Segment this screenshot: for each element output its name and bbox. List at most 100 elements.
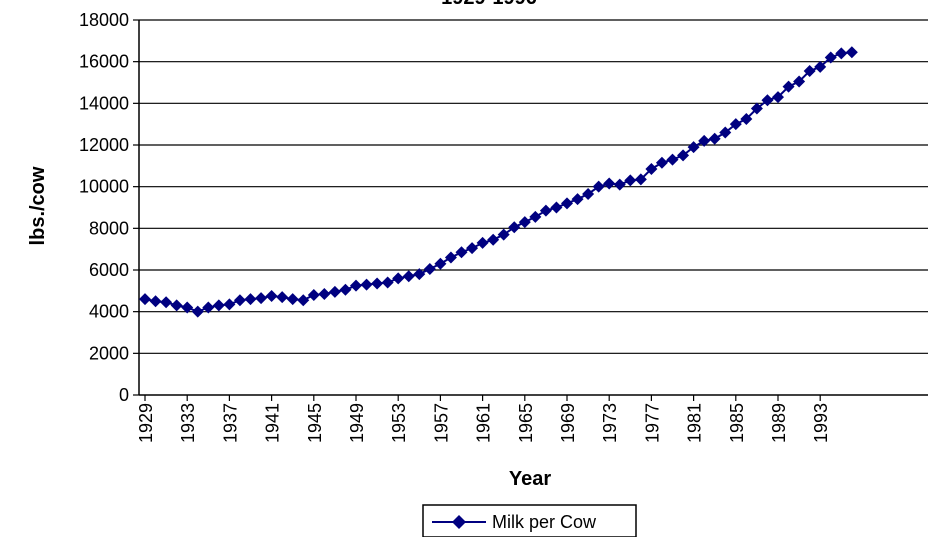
data-point-1977 [645, 162, 658, 175]
data-point-1986 [740, 112, 753, 125]
data-point-1949 [350, 279, 362, 292]
data-point-1970 [571, 193, 584, 206]
data-point-1996 [845, 46, 858, 59]
data-point-1994 [824, 51, 837, 64]
data-point-1941 [265, 290, 278, 303]
x-axis-title: Year [509, 468, 551, 490]
data-point-1937 [223, 298, 236, 311]
data-point-1967 [539, 204, 552, 217]
data-point-1991 [793, 75, 806, 88]
y-tick-label: 2000 [89, 343, 129, 363]
y-tick-label: 18000 [79, 10, 129, 30]
data-point-1929 [139, 293, 151, 306]
x-tick-label: 1945 [305, 403, 325, 443]
x-tick-label: 1977 [642, 403, 662, 443]
y-tick-label: 14000 [79, 93, 129, 113]
x-tick-label: 1933 [178, 403, 198, 443]
data-point-1975 [624, 174, 637, 187]
data-point-1974 [613, 178, 626, 191]
data-point-1959 [455, 246, 468, 259]
data-point-1963 [497, 228, 510, 241]
data-point-1933 [181, 301, 194, 314]
data-point-1993 [814, 60, 827, 73]
x-tick-label: 1973 [600, 403, 620, 443]
data-point-1961 [476, 236, 489, 249]
data-point-1982 [698, 134, 711, 147]
series-milk-per-cow [139, 46, 858, 318]
y-tick-label: 10000 [79, 177, 129, 197]
data-point-1945 [307, 289, 320, 301]
data-point-1952 [381, 276, 394, 289]
data-point-1947 [328, 285, 341, 298]
y-tick-label: 6000 [89, 260, 129, 280]
data-point-1930 [149, 295, 162, 308]
data-point-1971 [582, 187, 595, 200]
y-tick-label: 4000 [89, 302, 129, 322]
data-point-1984 [719, 126, 732, 139]
data-point-1942 [276, 291, 289, 304]
x-tick-label: 1969 [558, 403, 578, 443]
data-point-1968 [550, 201, 563, 214]
data-point-1966 [529, 210, 542, 223]
data-point-1931 [160, 296, 173, 309]
x-tick-label: 1965 [516, 403, 536, 443]
x-tick-label: 1985 [727, 403, 747, 443]
data-point-1988 [761, 94, 774, 107]
data-point-1944 [297, 294, 310, 307]
x-tick-label: 1949 [347, 403, 367, 443]
data-point-1973 [603, 177, 616, 190]
data-point-1972 [592, 180, 605, 193]
data-point-1965 [518, 216, 531, 229]
x-tick-label: 1929 [136, 403, 156, 443]
chart-title: 1929-1996 [441, 0, 537, 9]
legend-label: Milk per Cow [492, 512, 597, 532]
data-point-1954 [402, 270, 415, 283]
y-tick-label: 8000 [89, 218, 129, 238]
legend-diamond-marker [452, 515, 466, 529]
x-tick-label: 1989 [769, 403, 789, 443]
data-point-1955 [413, 268, 426, 281]
y-tick-label: 16000 [79, 52, 129, 72]
data-point-1934 [191, 305, 204, 318]
data-point-1936 [212, 299, 225, 312]
data-point-1979 [666, 153, 679, 166]
data-point-1946 [318, 287, 331, 300]
x-tick-labels: 1929 1933 1937 1941 1945 1949 1953 1957 1961 1965… [136, 395, 831, 443]
series-line [144, 51, 852, 313]
data-point-1960 [466, 242, 479, 255]
data-point-1940 [255, 292, 268, 305]
data-point-1939 [244, 293, 257, 306]
data-point-1948 [339, 283, 352, 296]
x-tick-label: 1937 [220, 403, 240, 443]
x-tick-label: 1993 [811, 403, 831, 443]
x-tick-label: 1941 [263, 403, 283, 443]
data-point-1978 [655, 156, 668, 169]
data-point-1932 [170, 299, 183, 312]
x-tick-label: 1961 [474, 403, 494, 443]
y-tick-label: 12000 [79, 135, 129, 155]
y-tick-label: 0 [119, 385, 129, 405]
data-point-1958 [444, 251, 457, 264]
data-point-1943 [286, 293, 299, 306]
data-point-1950 [360, 278, 373, 291]
data-point-1938 [233, 294, 246, 307]
x-tick-label: 1953 [389, 403, 409, 443]
data-point-1957 [434, 257, 447, 270]
data-point-1985 [729, 118, 742, 131]
data-point-1983 [708, 132, 721, 145]
data-point-1989 [772, 91, 784, 104]
x-tick-label: 1957 [431, 403, 451, 443]
legend: Milk per Cow [422, 504, 637, 537]
data-point-1995 [835, 47, 848, 60]
gridlines [139, 19, 928, 354]
axes [138, 20, 928, 396]
data-point-1990 [782, 80, 795, 93]
x-tick-label: 1981 [685, 403, 705, 443]
data-point-1992 [803, 65, 816, 78]
data-point-1951 [371, 277, 384, 290]
data-point-1953 [392, 272, 405, 285]
data-point-1976 [634, 173, 647, 186]
y-tick-labels: 0 2000 4000 6000 8000 10000 12000 14000 16000 180… [79, 10, 139, 405]
data-point-1981 [687, 141, 700, 154]
data-point-1980 [677, 149, 690, 162]
